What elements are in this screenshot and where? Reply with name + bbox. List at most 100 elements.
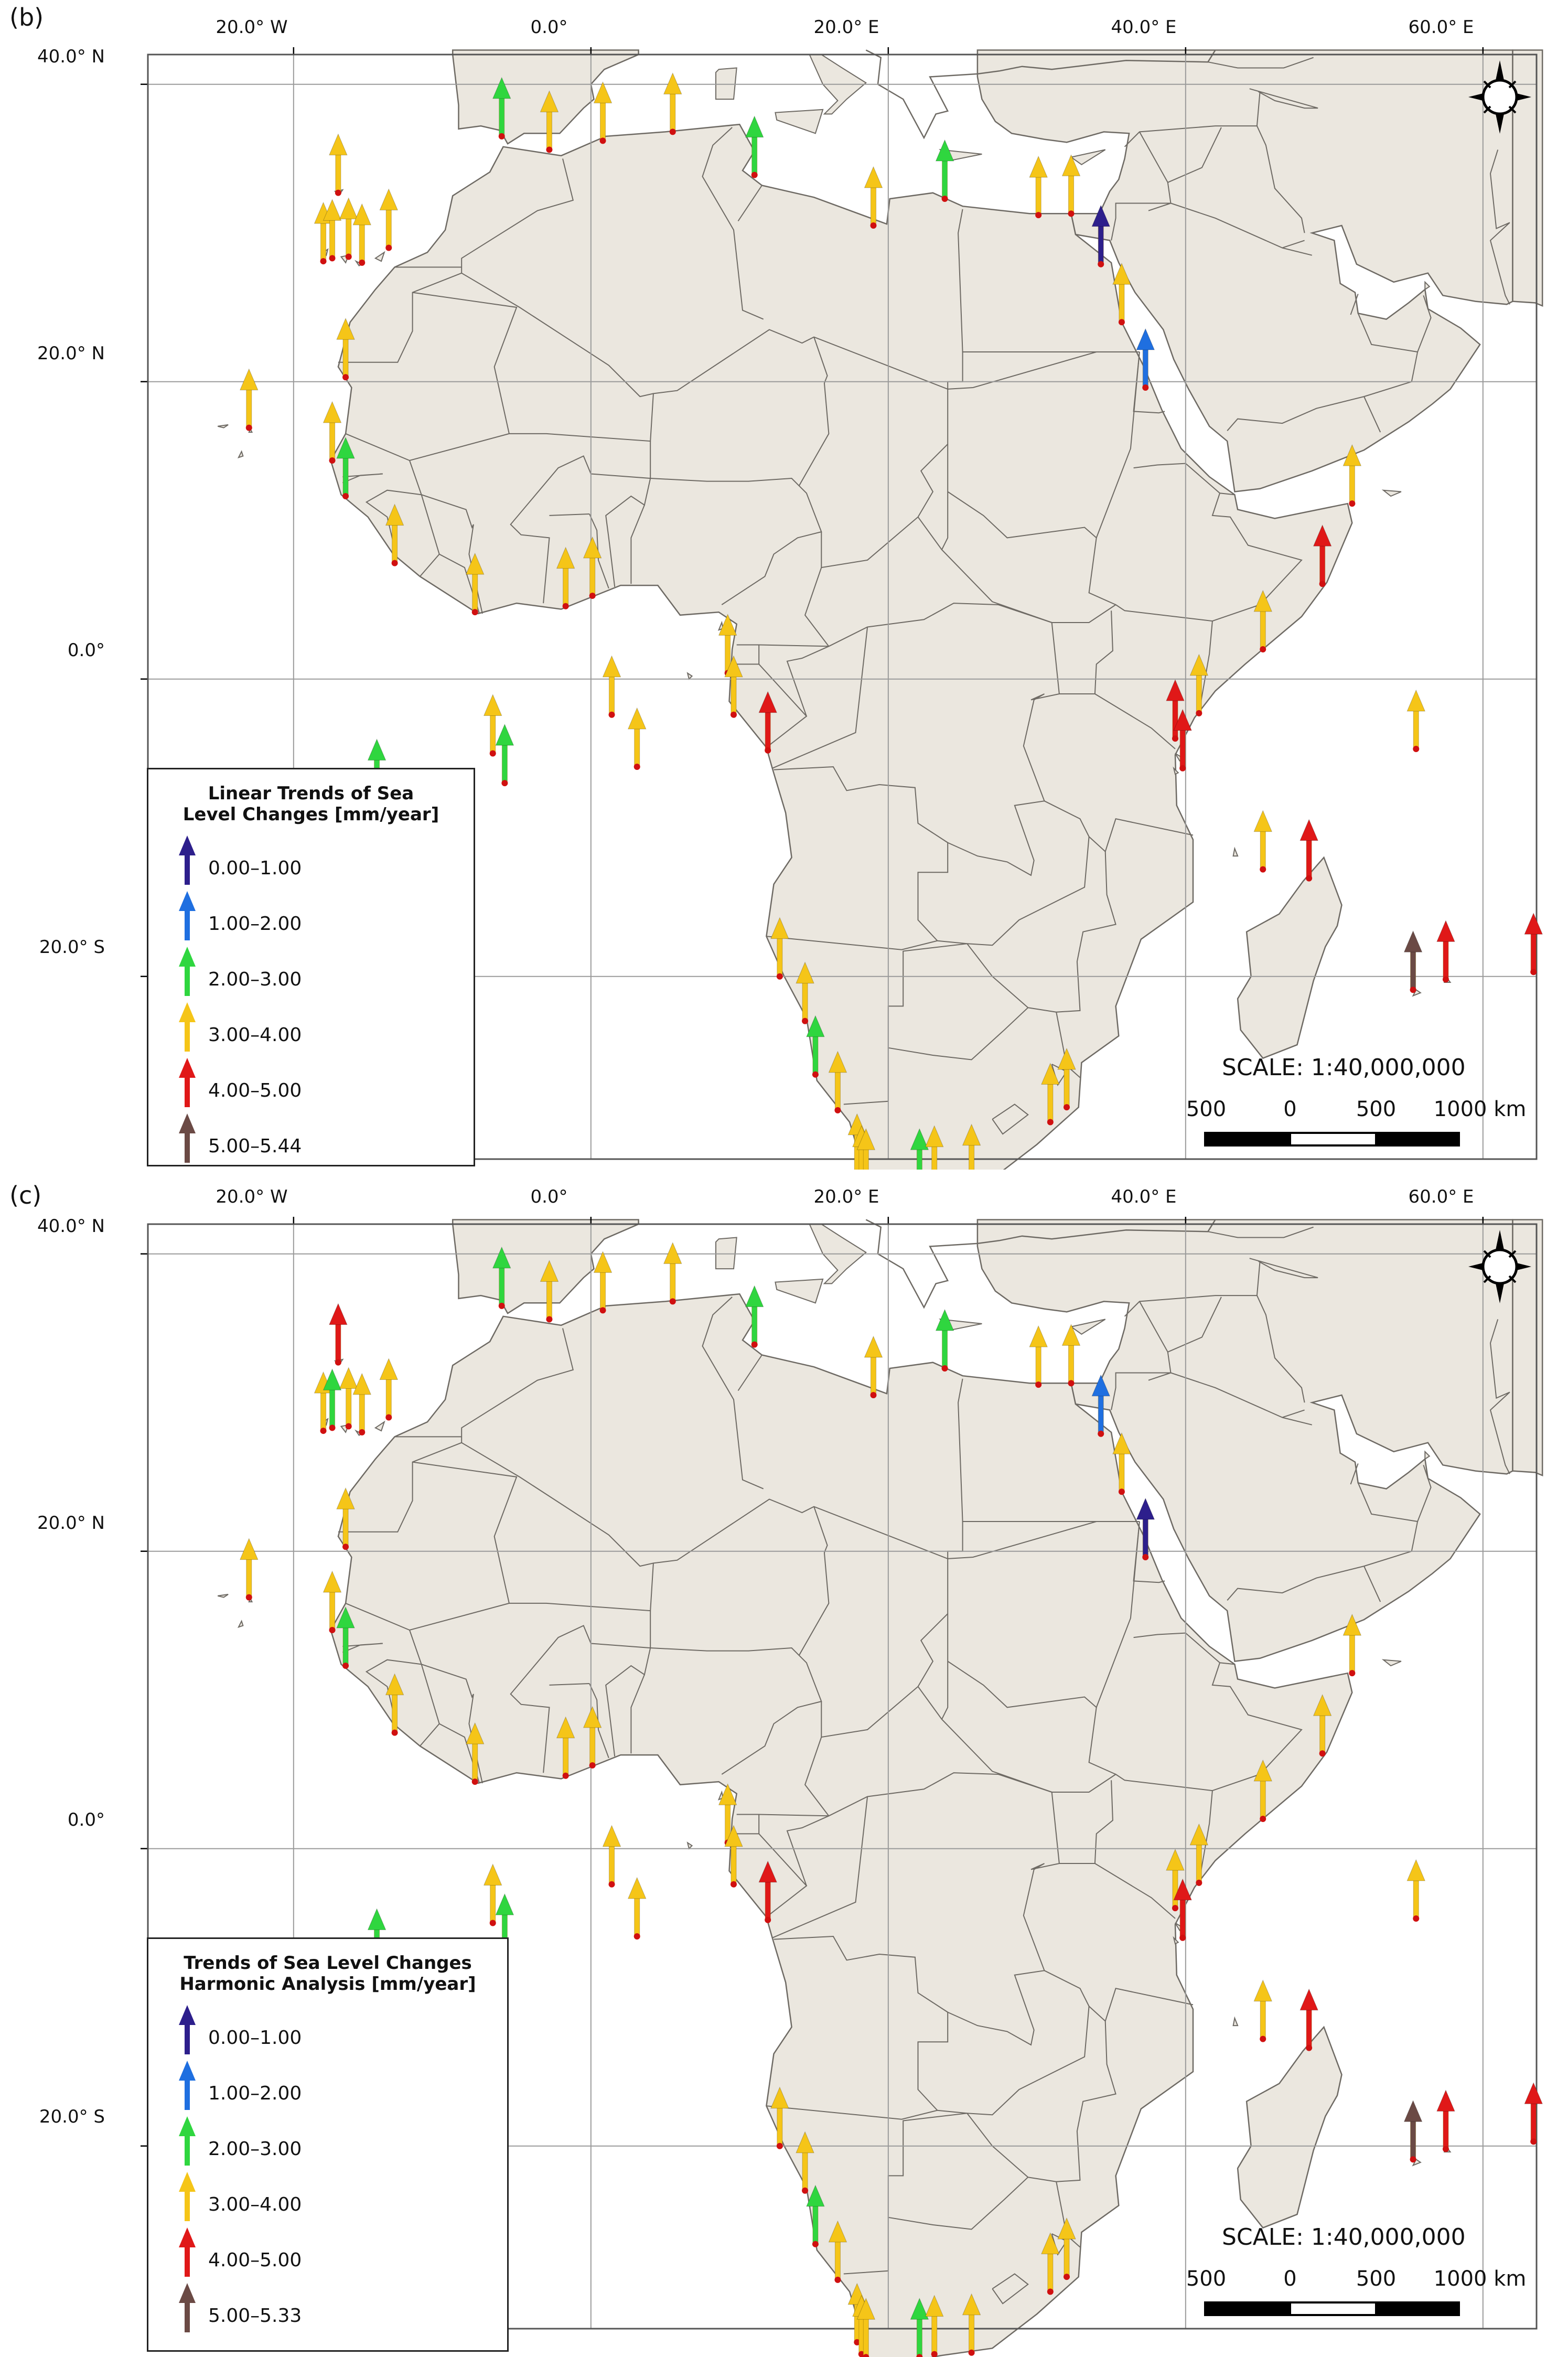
station-dot (342, 492, 349, 499)
station-dot (870, 1392, 877, 1399)
station-dot (854, 2339, 861, 2345)
trend-arrow (1029, 155, 1048, 219)
station-dot (834, 2276, 841, 2283)
legend-arrow-icon (179, 1058, 196, 1107)
legend-range-label: 1.00–2.00 (208, 913, 302, 935)
station-dot (812, 1071, 819, 1078)
station-dot (589, 1762, 596, 1769)
lon-label-0: 0.0° (530, 1186, 568, 1207)
trend-arrow (935, 1309, 954, 1372)
lon-label-20e: 20.0° E (813, 17, 879, 38)
station-dot (1410, 2156, 1416, 2163)
trend-arrow (1253, 590, 1273, 652)
trend-arrow (465, 552, 485, 616)
station-dot (1413, 1915, 1420, 1922)
lon-label-60e: 60.0° E (1408, 1186, 1474, 1207)
lon-label-40e: 40.0° E (1111, 1186, 1177, 1207)
trend-arrow (627, 1877, 647, 1940)
station-dot (1260, 1816, 1266, 1822)
lon-label-0: 0.0° (530, 17, 568, 38)
station-dot (941, 1365, 948, 1372)
legend-title-line1: Linear Trends of Sea (208, 783, 414, 804)
map-frame (147, 53, 1538, 1160)
trend-arrow (323, 401, 342, 464)
trend-arrow (465, 1722, 485, 1785)
station-dot (751, 172, 758, 178)
station-dot (1035, 1381, 1042, 1388)
station-dot (765, 747, 771, 754)
madagascar-landmass (1237, 856, 1343, 1059)
station-dot (1349, 500, 1356, 507)
trend-arrow (962, 1123, 981, 1170)
station-dot (335, 1359, 341, 1366)
station-dot (730, 711, 737, 718)
scale-bar (1204, 2301, 1460, 2316)
trend-arrow (1057, 2217, 1076, 2280)
trend-arrow (1091, 205, 1110, 267)
legend-title-line2: Level Changes [mm/year] (182, 804, 439, 825)
trend-arrow (796, 2131, 814, 2194)
legend-range-label: 4.00–5.00 (208, 1080, 302, 1101)
trend-arrow (663, 1242, 682, 1305)
island (237, 450, 244, 459)
station-dot (1413, 745, 1420, 752)
legend-item: 3.00–4.00 (177, 998, 470, 1054)
island (775, 1278, 824, 1304)
north-arrow-compass-icon (1468, 60, 1531, 134)
station-dot (599, 1307, 606, 1314)
legend-arrow-icon (179, 2005, 196, 2054)
trend-arrow (329, 1303, 348, 1366)
trend-arrow (323, 1570, 342, 1633)
island (1232, 2016, 1239, 2027)
trend-arrow (925, 2295, 944, 2357)
lat-label-0: 0.0° (67, 640, 105, 661)
station-dot (1142, 1554, 1149, 1561)
graticule (141, 1217, 1538, 2330)
station-dot (1142, 384, 1149, 391)
station-dot (776, 2142, 783, 2149)
station-dot (385, 1414, 392, 1421)
scale-tick-500-left: 500 (1186, 1097, 1227, 1121)
trend-arrow (379, 188, 399, 251)
island (217, 424, 229, 428)
station-dot (562, 1772, 569, 1779)
trend-arrow (1136, 1497, 1155, 1561)
europe-coast (865, 49, 1216, 140)
station-dot (342, 1544, 349, 1550)
station-dot (633, 763, 640, 770)
legend-arrow-icon (179, 1002, 196, 1052)
trend-arrow (1524, 912, 1543, 976)
trend-arrow (724, 1825, 743, 1888)
trend-arrow (1406, 689, 1426, 752)
trend-arrow (1166, 1848, 1185, 1912)
station-dot (1068, 210, 1075, 217)
station-dot (329, 457, 336, 464)
trend-arrow (925, 1125, 944, 1170)
map-frame (147, 1223, 1538, 2330)
station-dot (1196, 710, 1202, 716)
trend-arrow (352, 203, 371, 266)
station-dot (1260, 646, 1266, 652)
station-dot (1349, 1670, 1356, 1677)
station-dot (1319, 1750, 1326, 1757)
trend-arrow (1403, 2099, 1423, 2163)
legend-arrow-icon (179, 2061, 196, 2110)
legend-range-label: 5.00–5.33 (208, 2305, 302, 2327)
trend-arrow (627, 707, 647, 770)
station-dot (1118, 319, 1125, 326)
trend-arrow (1061, 1324, 1081, 1387)
station-dot (1306, 2044, 1313, 2051)
station-dot (931, 2351, 938, 2357)
station-dot (1410, 987, 1416, 993)
legend-item: 4.00–5.00 (177, 2223, 470, 2279)
station-dot (342, 374, 349, 381)
station-dot (359, 259, 366, 266)
trend-arrow (828, 1051, 847, 1113)
africa-landmass (330, 123, 1353, 1170)
east-landmass (1512, 1219, 1543, 1476)
scale-tick-1000-km: 1000 km (1433, 1097, 1527, 1121)
island (1412, 989, 1422, 997)
trend-arrow (379, 1358, 399, 1421)
legend-item: 5.00–5.33 (177, 2279, 470, 2334)
trend-arrow (492, 77, 511, 140)
